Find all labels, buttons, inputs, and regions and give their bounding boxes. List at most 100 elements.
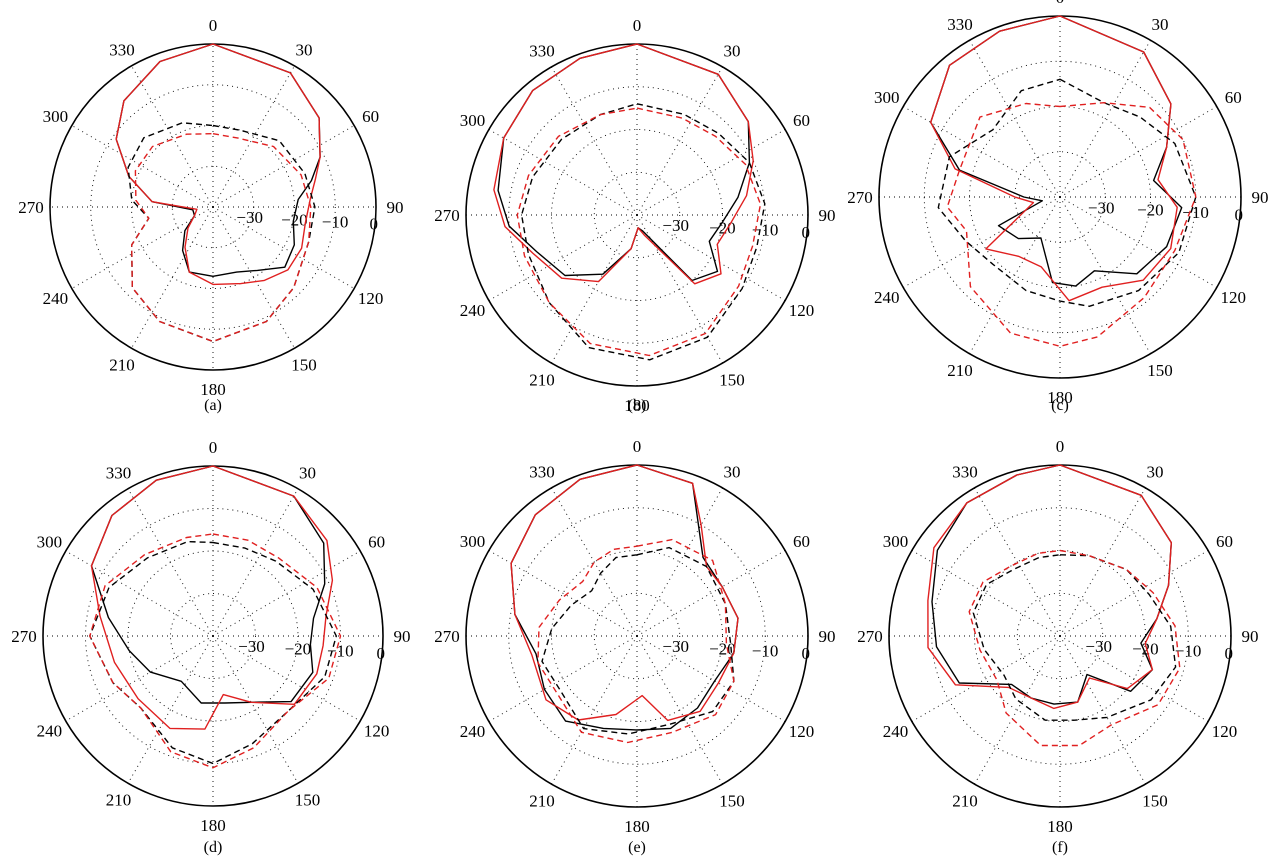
radial-tick-label: 0 [377, 644, 386, 663]
grid-spoke [551, 487, 638, 637]
radial-tick-label: −10 [327, 642, 354, 661]
series-red-dashed [968, 549, 1181, 747]
angle-tick-label: 120 [1212, 722, 1238, 741]
grid-spoke [488, 129, 638, 216]
radial-tick-label: −20 [1137, 201, 1164, 220]
grid-spoke [636, 550, 786, 637]
angle-tick-label: 240 [37, 722, 63, 741]
grid-spoke [969, 196, 1061, 354]
angle-tick-label: 60 [793, 111, 810, 130]
series-black-dashed [127, 122, 316, 343]
panel-label: (b) [628, 397, 647, 414]
grid-spoke [131, 206, 214, 349]
panel-label: (f) [1052, 839, 1068, 856]
grid-spoke [551, 214, 638, 364]
grid-spoke [488, 550, 638, 637]
grid-spoke [71, 125, 214, 208]
angle-tick-label: 180 [624, 817, 650, 836]
grid-spoke [1059, 106, 1217, 198]
series-red-solid [927, 464, 1172, 710]
grid-spoke [212, 635, 361, 722]
radial-tick-label: −30 [662, 637, 689, 656]
radial-tick-label: 0 [802, 644, 811, 663]
grid-spoke [974, 635, 1061, 785]
grid-spoke [911, 635, 1061, 722]
angle-tick-label: 300 [37, 533, 63, 552]
angle-tick-label: 120 [364, 722, 390, 741]
angle-tick-label: 0 [209, 16, 218, 35]
series-red-solid [90, 465, 334, 730]
angle-tick-label: 0 [633, 16, 642, 35]
series-black-solid [931, 464, 1172, 705]
angle-tick-label: 210 [106, 791, 132, 810]
angle-tick-label: 60 [368, 533, 385, 552]
angle-tick-label: 0 [209, 438, 218, 457]
radial-tick-label: 0 [1235, 205, 1244, 224]
grid-spoke [127, 488, 214, 637]
radial-tick-label: −20 [285, 639, 312, 658]
angle-tick-label: 90 [819, 627, 836, 646]
grid-spoke [1059, 40, 1151, 198]
radial-tick-label: −20 [709, 639, 736, 658]
angle-tick-label: 60 [793, 532, 810, 551]
angle-tick-label: 90 [1242, 627, 1259, 646]
radial-tick-label: −10 [322, 212, 349, 231]
angle-tick-label: 330 [106, 463, 132, 482]
series-black-dashed [937, 78, 1197, 307]
angle-tick-label: 240 [460, 301, 486, 320]
grid-spoke [1059, 487, 1146, 637]
angle-tick-label: 30 [299, 463, 316, 482]
series-black-dashed [541, 546, 735, 735]
grid-ring [1016, 592, 1104, 680]
angle-tick-label: 330 [947, 15, 973, 34]
grid-spoke [551, 66, 638, 216]
angle-tick-label: 210 [529, 792, 555, 811]
series-red-solid [115, 43, 321, 286]
angle-tick-label: 210 [109, 356, 135, 375]
radial-tick-label: −30 [1085, 637, 1112, 656]
grid-spoke [636, 214, 786, 301]
angle-tick-label: 330 [529, 462, 555, 481]
grid-ring [508, 86, 766, 344]
grid-spoke [212, 488, 299, 637]
angle-tick-label: 330 [529, 41, 555, 60]
angle-tick-label: 120 [789, 301, 815, 320]
angle-tick-label: 180 [624, 396, 650, 415]
angle-tick-label: 150 [291, 356, 317, 375]
angle-tick-label: 0 [1056, 437, 1065, 456]
grid-spoke [131, 65, 214, 208]
radial-tick-label: 0 [370, 215, 379, 234]
angle-tick-label: 180 [1047, 817, 1073, 836]
polar-panel-6: 0 30 60 90 120 150 180 210 240 270 300 330 −30 −20 −10… [857, 437, 1258, 856]
angle-tick-label: 240 [874, 288, 900, 307]
grid-spoke [1059, 196, 1151, 354]
angle-tick-label: 180 [1047, 388, 1073, 407]
grid-spoke [212, 635, 299, 784]
angle-tick-label: 60 [362, 107, 379, 126]
polar-panel-5: 0 30 60 90 120 150 180 210 240 270 300 330 −30 −20 −10… [434, 437, 835, 856]
grid-ring [90, 84, 336, 330]
angle-tick-label: 90 [387, 198, 404, 217]
series-red-dashed [946, 102, 1197, 347]
angle-tick-label: 150 [1142, 792, 1168, 811]
grid-ring [131, 125, 295, 289]
angle-tick-label: 270 [18, 198, 44, 217]
radial-tick-label: −10 [1182, 203, 1209, 222]
angle-tick-label: 240 [460, 722, 486, 741]
grid-spoke [1059, 635, 1146, 785]
panel-label: (a) [204, 397, 222, 414]
grid-spoke [488, 635, 638, 722]
radial-tick-label: 0 [1225, 644, 1234, 663]
grid-ring [170, 593, 256, 679]
angle-tick-label: 120 [1220, 288, 1246, 307]
angle-tick-label: 150 [719, 792, 745, 811]
angle-tick-label: 0 [1056, 0, 1065, 7]
angle-tick-label: 30 [724, 41, 741, 60]
angle-tick-label: 30 [296, 40, 313, 59]
grid-spoke [1059, 196, 1217, 288]
grid-spoke [1059, 550, 1209, 637]
grid-spoke [974, 487, 1061, 637]
grid-spoke [65, 550, 214, 637]
panel-label: (d) [204, 839, 223, 856]
grid-spoke [1059, 635, 1209, 722]
